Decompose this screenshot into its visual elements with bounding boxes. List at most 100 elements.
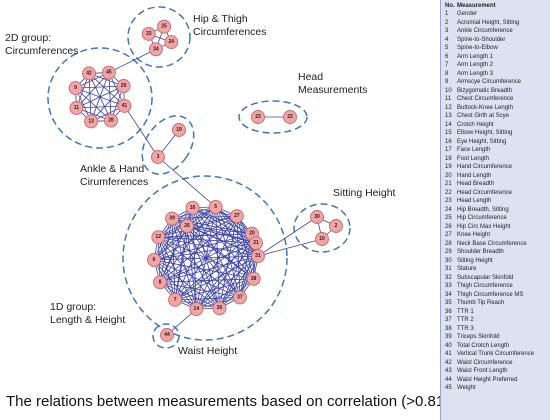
legend-row-measurement: Thigh Circumference MS <box>457 291 524 298</box>
edge-9-29 <box>75 85 124 89</box>
group-label-head: Head Measurements <box>298 71 367 96</box>
node-label: 36 <box>217 305 223 311</box>
legend-row: 38 TTR 3 <box>445 325 550 334</box>
node-41: 41 <box>117 98 132 113</box>
node-circle <box>165 211 180 226</box>
node-label: 27 <box>234 213 240 219</box>
legend-row: 15 Elbow Height, Sitting <box>445 129 550 138</box>
node-circle <box>229 209 244 224</box>
node-label: 19 <box>176 127 182 133</box>
edge-6-14 <box>153 259 197 310</box>
node-circle <box>147 252 161 267</box>
node-circle <box>101 65 116 80</box>
legend-row: 41 Vertical Trunk Circumference <box>445 350 550 359</box>
node-circle <box>251 110 265 124</box>
legend-row-measurement: Shoulder Breadth <box>457 249 504 255</box>
edge-6-26 <box>153 225 188 261</box>
node-circle <box>168 292 183 307</box>
legend-row-number: 27 <box>445 232 452 238</box>
node-10: 10 <box>315 232 329 246</box>
legend-row: 25 Hip Circumference <box>445 214 550 223</box>
node-circle <box>160 328 174 342</box>
legend-row-number: 1 <box>445 11 449 17</box>
group-boundary-head <box>238 100 308 134</box>
node-3: 3 <box>151 150 165 164</box>
legend-row-number: 22 <box>445 189 452 196</box>
node-circle <box>180 219 194 233</box>
group-boundary-sitting <box>293 203 351 253</box>
node-label: 3 <box>157 154 160 160</box>
legend-row-measurement: Buttock-Knee Length <box>457 104 514 111</box>
group-label-ankle-hand: Ankle & Hand Cirumferences <box>80 163 148 188</box>
node-label: 16 <box>190 205 196 211</box>
group-boundary-ankle-hand <box>141 115 195 175</box>
edge-5-31 <box>215 206 259 257</box>
legend-row: 29 Shoulder Breadth <box>445 248 550 257</box>
node-circle <box>185 200 200 215</box>
legend-row-number: 38 <box>445 325 452 332</box>
legend-row: 11 Chest Circumference <box>445 95 550 104</box>
edge-36-31 <box>219 255 259 309</box>
edge-12-37 <box>158 236 241 298</box>
legend-row: 12 Buttock-Knee Length <box>445 104 550 113</box>
legend-row-measurement: Neck Base Circumference <box>457 240 527 247</box>
edge-39-8 <box>159 218 173 283</box>
edge-37-26 <box>186 225 241 298</box>
edge-45-34 <box>108 48 157 73</box>
legend-row-number: 12 <box>445 104 452 111</box>
edge-27-12 <box>158 215 237 238</box>
group-label-2d: 2D group: Circumferences <box>5 32 79 57</box>
legend-row-measurement: Waist Front Length <box>457 368 508 374</box>
legend-row-measurement: Arm Length 1 <box>457 53 494 60</box>
legend-row-measurement: Spine-to-Elbow <box>457 45 498 51</box>
legend-row: 36 TTR 1 <box>445 308 550 317</box>
node-13: 13 <box>84 114 99 129</box>
legend-row: 32 Subscapular Skinfold <box>445 274 550 283</box>
node-circle <box>153 275 167 290</box>
legend-row: 45 Weight <box>445 384 550 393</box>
legend-row-measurement: Total Crotch Length <box>457 342 510 349</box>
legend-row: 14 Crotch Height <box>445 121 550 130</box>
node-28: 28 <box>104 113 118 128</box>
legend-row: 37 TTR 2 <box>445 316 550 325</box>
edge-16-20 <box>192 207 253 235</box>
legend-row-number: 16 <box>445 138 452 145</box>
legend-row-number: 19 <box>445 164 452 170</box>
edge-7-26 <box>174 225 188 300</box>
edge-7-37 <box>175 297 240 301</box>
legend-row: 17 Face Length <box>445 146 550 155</box>
legend-row: 28 Neck Base Circumference <box>445 240 550 249</box>
legend-row: 4 Spine-to-Shoulder <box>445 36 550 45</box>
node-label: 20 <box>249 231 255 237</box>
legend-row-number: 11 <box>445 96 452 102</box>
edge-38-26 <box>186 225 254 280</box>
legend-row-number: 14 <box>445 121 452 128</box>
node-37: 37 <box>232 290 247 305</box>
legend-row-measurement: Chest Circumference <box>457 96 514 102</box>
legend-row-number: 15 <box>445 130 452 136</box>
edge-21-8 <box>159 242 257 283</box>
edge-8-38 <box>160 278 254 283</box>
legend-row-number: 28 <box>445 240 452 247</box>
node-label: 39 <box>169 216 175 222</box>
legend-row-measurement: Thigh Circumference <box>457 283 513 289</box>
node-circle <box>104 113 118 128</box>
node-label: 38 <box>251 276 257 282</box>
node-circle <box>172 123 186 137</box>
node-circle <box>69 101 84 115</box>
node-circle <box>208 199 223 214</box>
legend-row: 18 Foot Length <box>445 155 550 164</box>
legend-row: 23 Head Length <box>445 197 550 206</box>
figure-caption: The relations between measurements based… <box>6 393 450 410</box>
node-14: 14 <box>189 302 204 317</box>
edge-5-8 <box>159 206 216 283</box>
legend-header: No. Measurement <box>445 2 550 10</box>
legend-row-number: 24 <box>445 206 452 213</box>
legend-row: 33 Thigh Circumference <box>445 282 550 291</box>
legend-row-measurement: TTR 3 <box>457 325 474 332</box>
group-boundary-1d <box>122 175 288 341</box>
legend-row: 10 Bizygomatic Breadth <box>445 87 550 96</box>
edge-14-26 <box>186 225 197 310</box>
legend-row-measurement: TTR 1 <box>457 308 474 315</box>
